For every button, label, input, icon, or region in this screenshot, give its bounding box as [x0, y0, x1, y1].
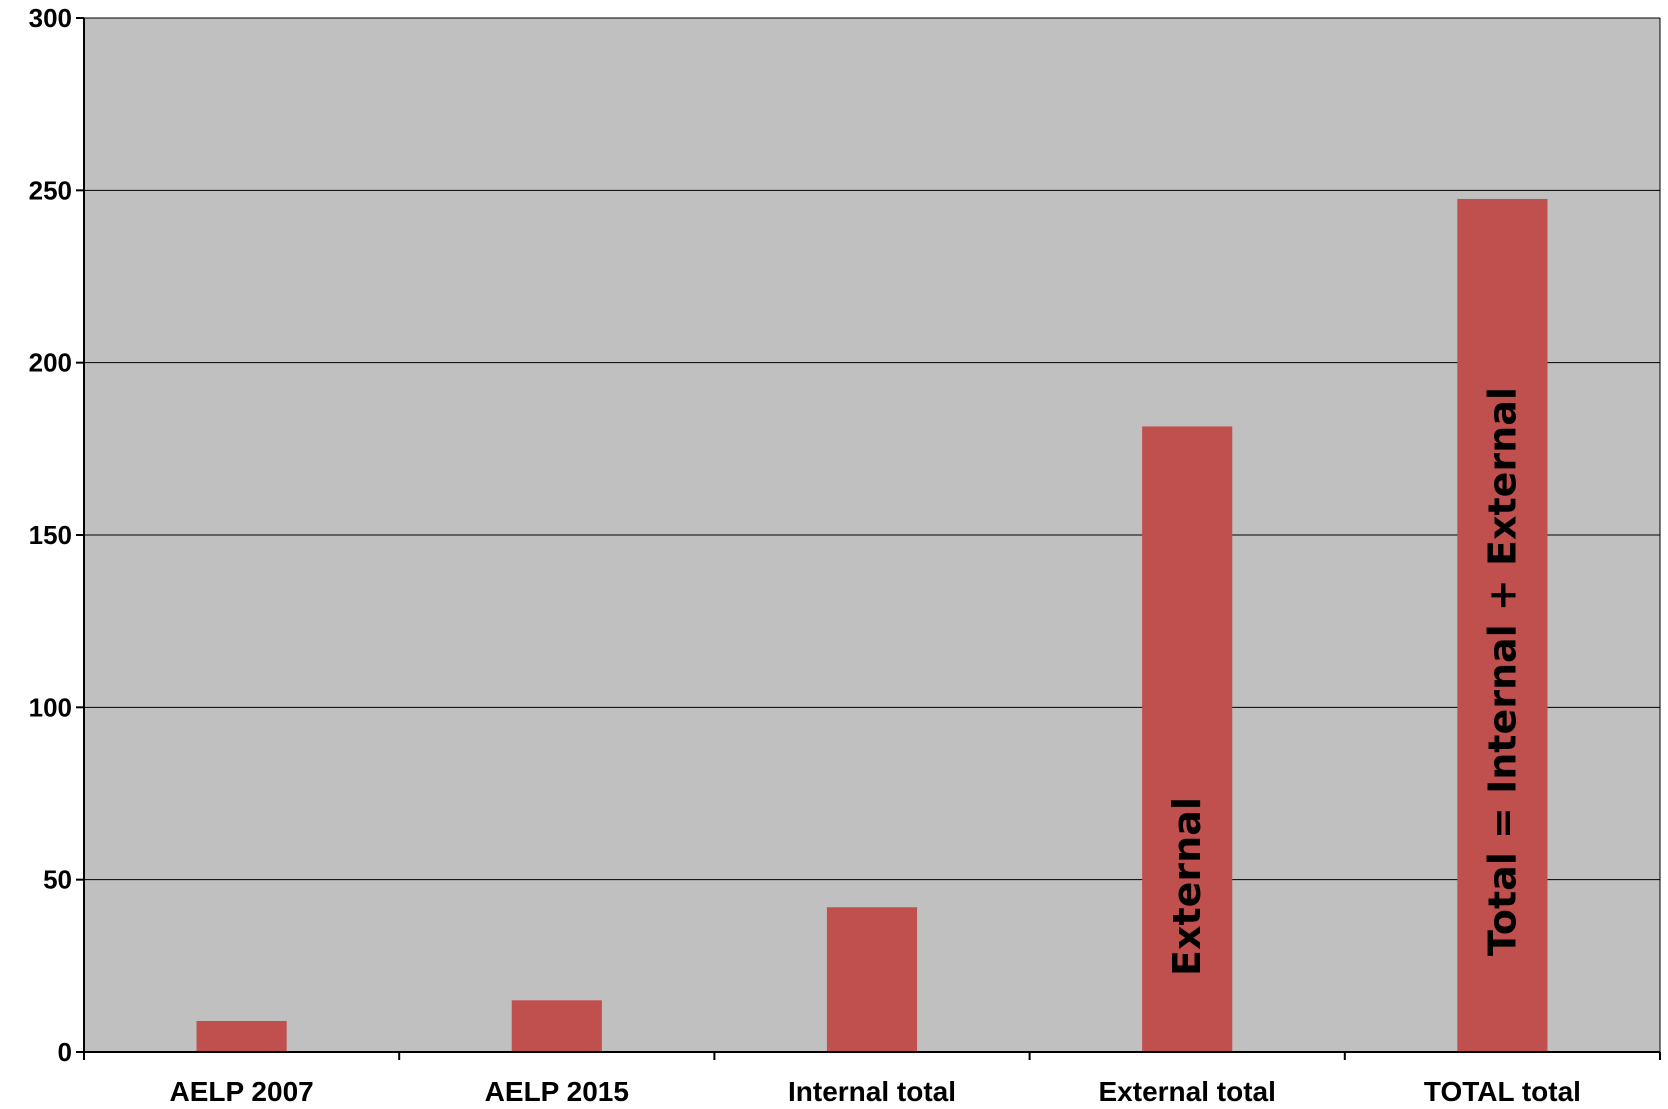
y-tick-label: 0 — [58, 1037, 72, 1067]
x-category-label: TOTAL total — [1424, 1076, 1581, 1107]
x-axis-category-labels: AELP 2007 AELP 2015 Internal total External… — [169, 1076, 1580, 1107]
x-category-label: External total — [1099, 1076, 1276, 1107]
bar-annotations: External Total = Internal + External — [1165, 387, 1524, 976]
bar-internal-total — [826, 907, 918, 1052]
y-tick-label: 250 — [29, 175, 72, 205]
x-category-label: AELP 2007 — [169, 1076, 313, 1107]
bar-external-total — [1142, 426, 1233, 1052]
axes — [76, 17, 1661, 1060]
y-tick-label: 100 — [29, 692, 72, 722]
x-category-label: Internal total — [788, 1076, 956, 1107]
bar-aelp-2015 — [511, 1000, 602, 1052]
y-tick-label: 300 — [29, 3, 72, 33]
y-tick-label: 200 — [29, 348, 72, 378]
y-tick-label: 150 — [29, 520, 72, 550]
y-tick-label: 50 — [43, 865, 72, 895]
bar-annotation-text: External — [1165, 797, 1209, 976]
bar-annotation-text: Total = Internal + External — [1480, 387, 1524, 956]
bar-total-total — [1457, 198, 1548, 1052]
x-category-label: AELP 2015 — [485, 1076, 629, 1107]
y-axis-tick-labels: 0 50 100 150 200 250 300 — [29, 3, 72, 1067]
bars — [196, 198, 1548, 1052]
bar-aelp-2007 — [196, 1020, 287, 1052]
